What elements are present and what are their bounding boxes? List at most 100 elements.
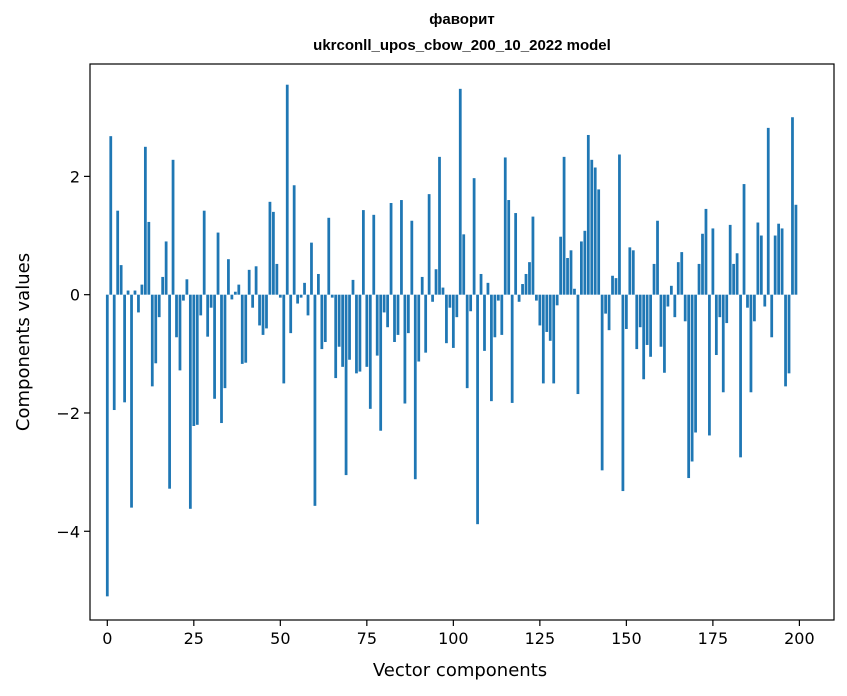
bar — [427, 194, 431, 295]
bar — [704, 208, 708, 295]
bar — [448, 294, 452, 308]
plot-frame — [89, 63, 835, 621]
bar — [462, 234, 466, 295]
bar — [192, 294, 196, 426]
bar — [593, 167, 597, 295]
bar — [119, 265, 123, 295]
bar — [168, 294, 171, 489]
bar — [476, 294, 479, 525]
bar — [649, 294, 652, 357]
bar — [275, 263, 279, 295]
bar — [666, 294, 670, 307]
bar — [130, 294, 133, 508]
chart-subtitle: ukrconll_upos_cbow_200_10_2022 model — [313, 37, 611, 54]
bar — [105, 294, 109, 597]
bar — [659, 294, 663, 347]
bar — [400, 200, 403, 295]
bar — [278, 294, 282, 298]
bar — [780, 228, 784, 295]
bar — [406, 294, 410, 334]
x-tick-label: 50 — [270, 629, 290, 648]
x-tick-label: 75 — [357, 629, 377, 648]
bar — [656, 220, 659, 295]
bar — [431, 294, 434, 302]
bar — [728, 224, 732, 295]
bar — [375, 294, 379, 356]
bar — [261, 294, 265, 335]
bar — [794, 204, 798, 295]
bar — [573, 288, 576, 295]
bar — [528, 262, 531, 295]
bar — [112, 294, 116, 411]
bar — [496, 294, 500, 301]
bar — [140, 284, 144, 295]
bar — [303, 282, 306, 295]
bar — [393, 294, 396, 342]
bar — [517, 294, 521, 302]
bar — [600, 294, 604, 471]
bar — [240, 294, 244, 364]
bar — [209, 294, 213, 308]
bar — [607, 294, 611, 331]
bar — [164, 241, 168, 295]
bar — [725, 294, 729, 324]
bar — [237, 284, 241, 295]
bar — [147, 221, 151, 295]
bar — [157, 294, 161, 318]
bar — [777, 223, 781, 295]
bar — [635, 294, 639, 350]
bar — [583, 230, 587, 295]
bar — [566, 258, 569, 295]
bar — [143, 146, 147, 295]
bar — [663, 294, 666, 373]
bar — [521, 284, 524, 295]
bar — [258, 294, 261, 326]
bar — [469, 294, 473, 312]
bar — [403, 294, 407, 404]
bar — [465, 294, 469, 389]
bar — [687, 294, 691, 479]
bar — [195, 294, 199, 425]
bar — [420, 276, 424, 295]
bar — [711, 228, 715, 295]
bar — [514, 213, 518, 295]
bar — [555, 294, 559, 306]
y-axis: −4 −2 0 2 — [56, 167, 90, 541]
bar — [116, 210, 120, 295]
x-axis: 0 25 50 75 100 125 150 175 200 — [102, 620, 815, 648]
bar — [472, 178, 476, 295]
bar — [417, 294, 421, 362]
y-tick-label: 2 — [70, 167, 80, 186]
bar — [365, 294, 369, 367]
bar — [313, 294, 317, 506]
bar — [445, 294, 448, 344]
bar — [559, 236, 563, 295]
bar — [756, 222, 760, 295]
bar — [372, 214, 376, 295]
bar — [216, 232, 220, 295]
bar — [773, 235, 777, 295]
bar — [424, 294, 428, 353]
bar — [327, 217, 331, 295]
bar — [645, 294, 649, 345]
bar — [669, 285, 673, 295]
bar — [486, 282, 490, 295]
bar — [624, 294, 628, 329]
bar — [690, 294, 694, 462]
bar — [604, 294, 607, 314]
bar — [673, 294, 677, 318]
bar — [438, 156, 441, 295]
bar — [368, 294, 372, 409]
bar — [251, 294, 255, 308]
bar — [317, 273, 320, 295]
bar — [569, 250, 573, 295]
bar — [199, 294, 203, 316]
bar — [552, 294, 556, 384]
bar — [126, 290, 130, 295]
bar — [718, 294, 722, 318]
bar — [483, 294, 486, 351]
bar — [230, 294, 234, 300]
bar — [133, 290, 137, 295]
bar — [618, 154, 621, 295]
